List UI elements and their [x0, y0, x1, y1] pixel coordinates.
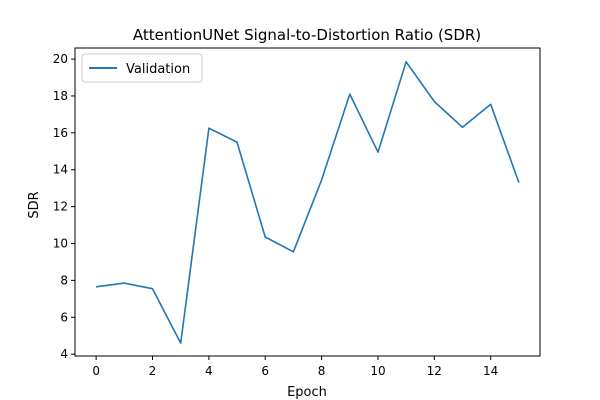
x-tick-label: 6 [261, 364, 269, 378]
legend-frame [81, 53, 203, 83]
x-tick-label: 12 [427, 364, 442, 378]
y-tick-label: 14 [53, 163, 68, 177]
y-tick-label: 8 [60, 273, 68, 287]
y-tick-label: 20 [53, 52, 68, 66]
y-tick-label: 16 [53, 126, 68, 140]
y-tick-label: 12 [53, 200, 68, 214]
x-tick-label: 8 [318, 364, 326, 378]
y-tick-label: 6 [60, 310, 68, 324]
series-line-validation [95, 60, 520, 344]
legend: Validation [81, 53, 203, 83]
x-axis-label: Epoch [287, 385, 327, 400]
x-tick-label: 4 [205, 364, 213, 378]
x-tick-label: 0 [92, 364, 100, 378]
y-tick-label: 18 [53, 89, 68, 103]
x-tick-label: 14 [483, 364, 498, 378]
y-tick-label: 10 [53, 236, 68, 250]
chart-title: AttentionUNet Signal-to-Distortion Ratio… [133, 26, 481, 44]
legend-label-validation: Validation [126, 62, 190, 77]
y-axis-label: SDR [27, 191, 42, 218]
plot-area: 0 2 4 6 8 10 12 14 4 6 8 10 12 14 16 18 20 [53, 47, 541, 378]
x-tick-label: 10 [370, 364, 385, 378]
x-tick-label: 2 [149, 364, 157, 378]
y-tick-label: 4 [60, 347, 68, 361]
axes-frame [74, 47, 541, 357]
